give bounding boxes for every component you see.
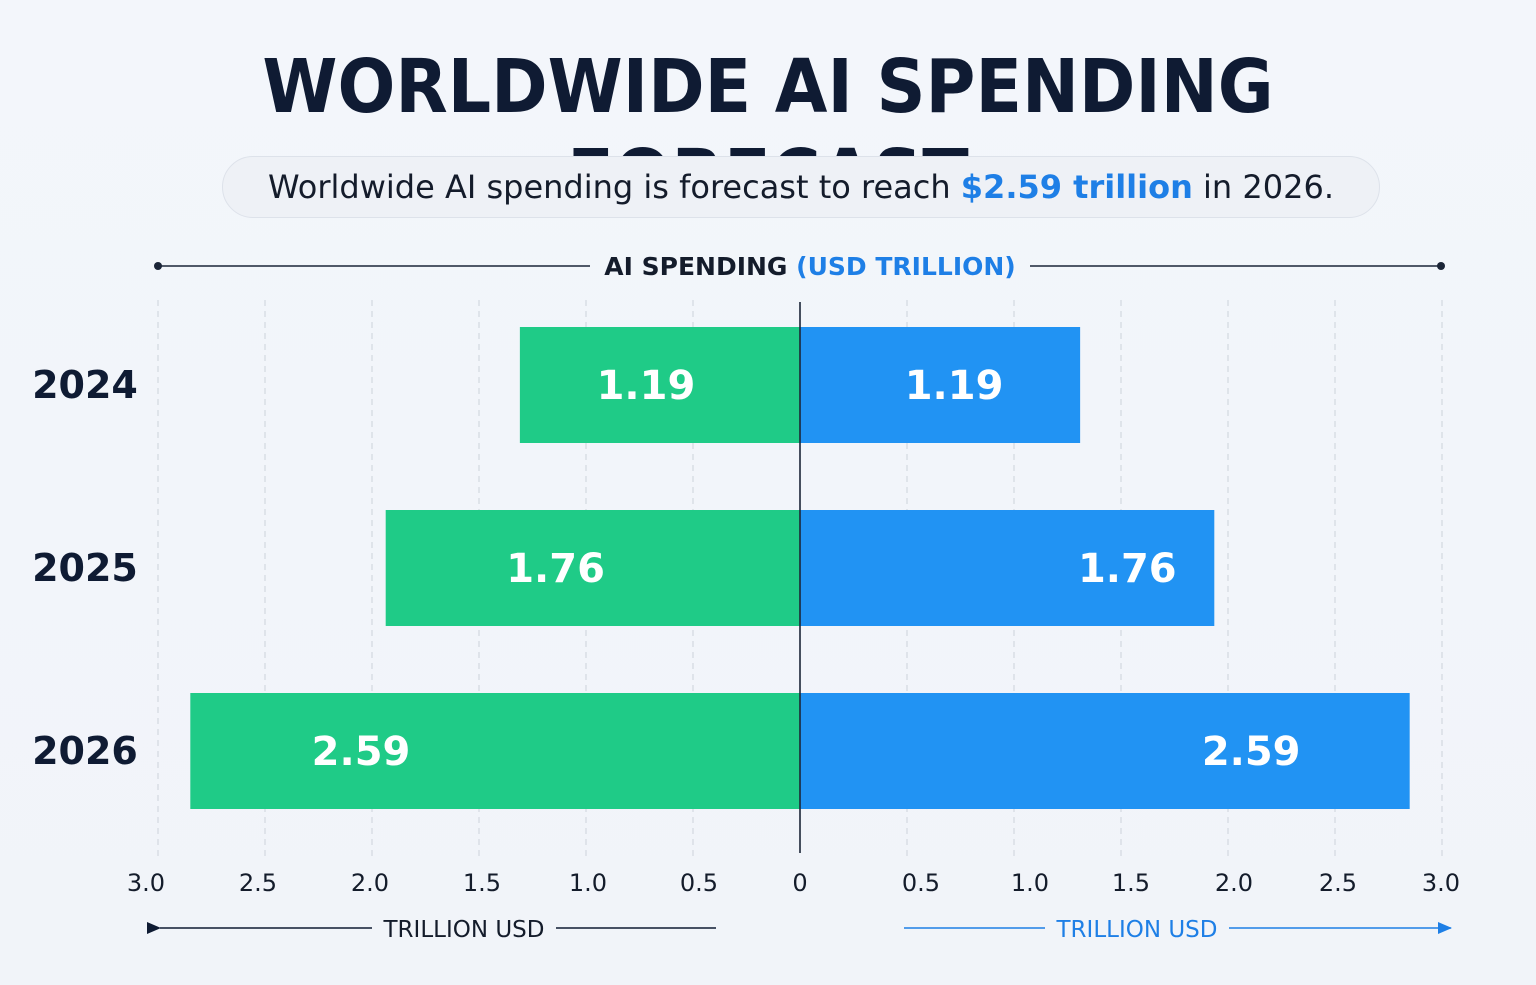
bar-left: [190, 693, 801, 809]
subtitle-prefix: Worldwide AI spending is forecast to rea…: [268, 168, 961, 206]
bar-left-value: 2.59: [312, 729, 411, 775]
tick-label-left: 1.5: [463, 869, 501, 897]
bar-left: [385, 510, 800, 626]
subtitle-suffix: in 2026.: [1192, 168, 1334, 206]
bar-right: [800, 510, 1215, 626]
bar-right-value: 2.59: [1202, 729, 1301, 775]
right-axis-label-bg: [1045, 910, 1229, 946]
chart-title: AI SPENDING (USD TRILLION): [604, 252, 1015, 281]
subtitle-highlight: $2.59 trillion: [960, 168, 1193, 206]
category-label: 2025: [32, 546, 138, 590]
tick-label-right: 1.0: [1011, 869, 1049, 897]
bar-right-value: 1.19: [905, 363, 1004, 409]
right-axis-label: TRILLION USD: [1056, 917, 1218, 943]
left-axis-label: TRILLION USD: [383, 917, 545, 943]
tick-label-right: 1.5: [1112, 869, 1150, 897]
bar-left-value: 1.19: [597, 363, 696, 409]
bar-left-value: 1.76: [506, 546, 605, 592]
category-labels: 2024 2025 2026: [32, 363, 138, 773]
tick-label-right: 2.0: [1215, 869, 1253, 897]
chart-title-line-left-dot: [154, 262, 162, 270]
tick-label-left: 1.0: [569, 869, 607, 897]
tick-label-left: 2.5: [239, 869, 277, 897]
bars: 1.19 1.19 1.76 1.76 2.59 2.59: [190, 327, 1410, 809]
category-label: 2024: [32, 363, 138, 407]
tick-labels: 3.0 2.5 2.0 1.5 1.0 0.5 0 0.5 1.0 1.5 2.0 2.5 3.0: [127, 869, 1460, 897]
tick-label-left: 2.0: [351, 869, 389, 897]
tick-label-left: 3.0: [127, 869, 165, 897]
chart-title-line-right-dot: [1437, 262, 1445, 270]
bar-left: [519, 327, 800, 443]
category-label: 2026: [32, 729, 138, 773]
tick-label-right: 3.0: [1422, 869, 1460, 897]
tick-label-right: 0.5: [902, 869, 940, 897]
bar-right-value: 1.76: [1078, 546, 1177, 592]
chart-title-main: AI SPENDING: [604, 252, 787, 281]
tick-label-left: 0.5: [680, 869, 718, 897]
tick-label-center: 0: [792, 869, 807, 897]
left-axis-label-bg: [372, 910, 556, 946]
bar-right: [800, 327, 1081, 443]
subtitle-banner: Worldwide AI spending is forecast to rea…: [222, 156, 1380, 218]
tick-label-right: 2.5: [1319, 869, 1357, 897]
bar-right: [800, 693, 1410, 809]
chart-title-unit: (USD TRILLION): [796, 252, 1016, 281]
